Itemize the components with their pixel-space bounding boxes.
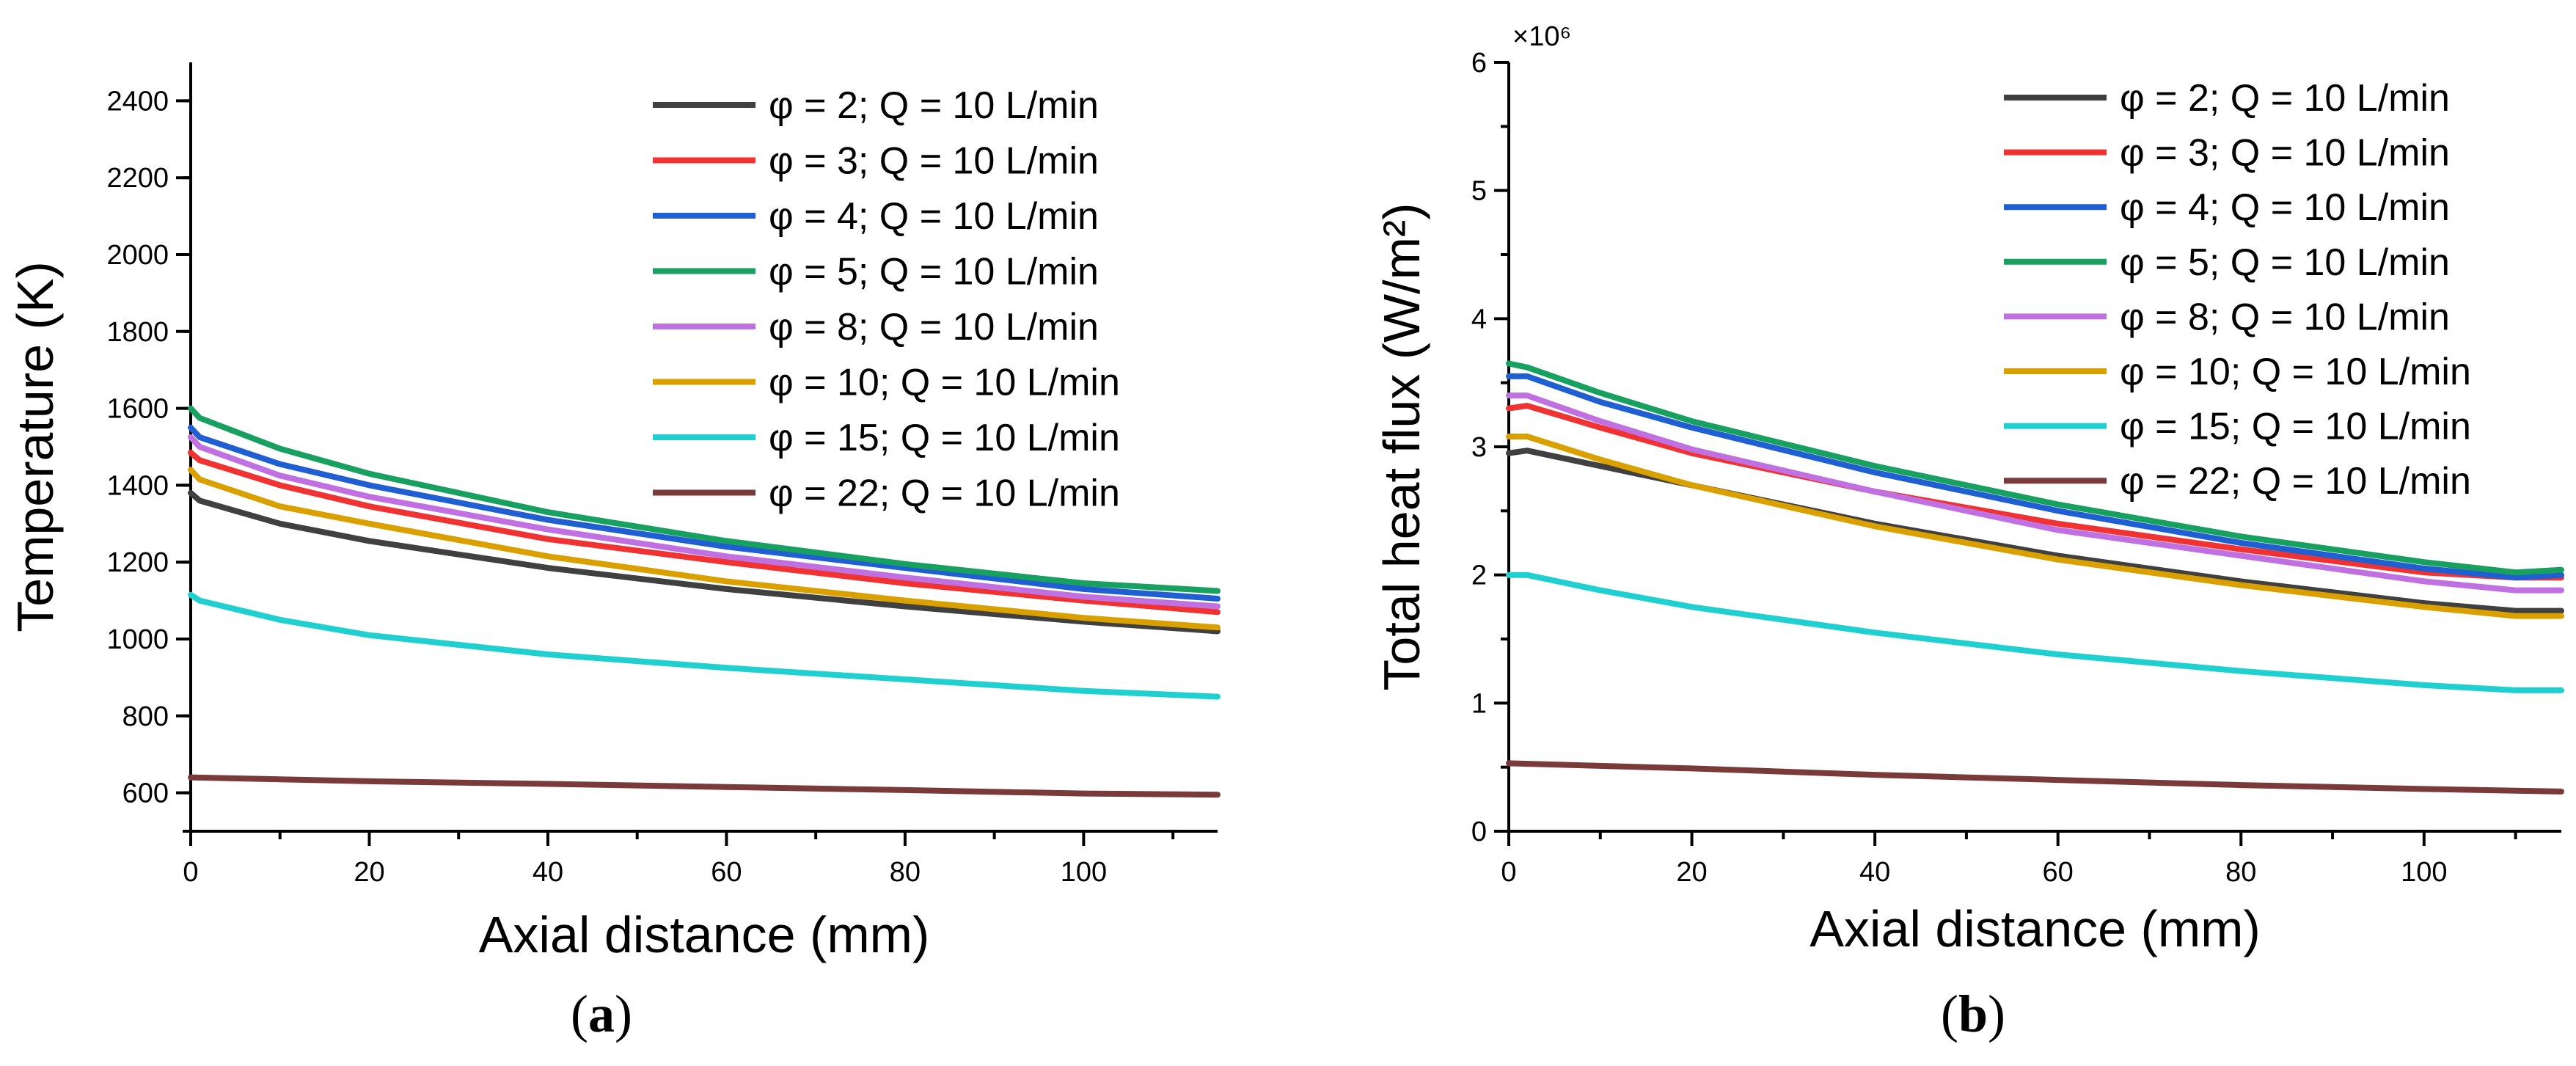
y-tick-label: 0 (1471, 817, 1487, 847)
y-tick-label: 1 (1471, 688, 1487, 719)
series-line (188, 591, 1221, 700)
legend-label: φ = 2; Q = 10 L/min (2120, 77, 2450, 120)
y-tick-label: 1000 (106, 624, 169, 655)
legend-label: φ = 15; Q = 10 L/min (769, 417, 1120, 459)
series-line (188, 424, 1221, 602)
legend-label: φ = 22; Q = 10 L/min (2120, 460, 2471, 503)
legend-label: φ = 3; Q = 10 L/min (769, 140, 1099, 183)
y-tick-label: 1800 (106, 317, 169, 348)
legend-label: φ = 4; Q = 10 L/min (769, 195, 1099, 238)
x-tick-label: 20 (1676, 857, 1707, 888)
x-tick-label: 100 (1061, 857, 1107, 888)
panel-label: (a) (571, 985, 632, 1043)
series-line (1506, 448, 2564, 614)
y-tick-label: 2200 (106, 163, 169, 194)
y-tick-label: 6 (1471, 48, 1487, 79)
legend-label: φ = 15; Q = 10 L/min (2120, 406, 2471, 448)
legend-label: φ = 4; Q = 10 L/min (2120, 186, 2450, 229)
x-tick-label: 20 (354, 857, 384, 888)
y-tick-label: 1200 (106, 547, 169, 578)
y-tick-label: 2400 (106, 86, 169, 117)
x-tick-label: 80 (890, 857, 921, 888)
chart-panel-a: 0 20 40 60 80 100 600 800 1000 1200 1400 1600 1800 20… (7, 62, 1221, 1043)
x-tick-label: 80 (2225, 857, 2256, 888)
y-axis-title: Temperature (K) (7, 261, 64, 632)
y-tick-label: 1400 (106, 470, 169, 501)
y-tick-label: 2000 (106, 240, 169, 271)
series-line (1506, 393, 2564, 594)
x-tick-label: 0 (183, 857, 198, 888)
y-multiplier-label: ×10⁶ (1512, 21, 1571, 52)
legend-label: φ = 5; Q = 10 L/min (2120, 241, 2450, 284)
legend-label: φ = 8; Q = 10 L/min (2120, 296, 2450, 338)
legend-label: φ = 3; Q = 10 L/min (2120, 132, 2450, 175)
chart-panel-b: 0 20 40 60 80 100 0 1 2 3 4 5 6 ×10⁶ φ = 2; Q = 10 L/m… (1373, 21, 2564, 1043)
panel-label: (b) (1941, 985, 2005, 1043)
legend-label: φ = 8; Q = 10 L/min (769, 306, 1099, 348)
series-line (1506, 360, 2564, 576)
y-tick-label: 2 (1471, 561, 1487, 591)
legend-label: φ = 10; Q = 10 L/min (769, 362, 1120, 404)
y-tick-label: 4 (1471, 304, 1487, 335)
legend-label: φ = 10; Q = 10 L/min (2120, 351, 2471, 393)
series-line (1506, 373, 2564, 581)
series-line (188, 434, 1221, 610)
x-axis-title: Axial distance (mm) (479, 906, 930, 963)
x-tick-label: 60 (2043, 857, 2074, 888)
series-line (1506, 572, 2564, 693)
legend-label: φ = 22; Q = 10 L/min (769, 472, 1120, 515)
x-tick-label: 60 (711, 857, 742, 888)
legend-label: φ = 5; Q = 10 L/min (769, 251, 1099, 293)
x-axis-title: Axial distance (mm) (1810, 900, 2261, 957)
series-line (188, 467, 1221, 631)
x-tick-label: 100 (2401, 857, 2447, 888)
y-tick-label: 5 (1471, 176, 1487, 207)
series-line (188, 449, 1221, 616)
x-tick-label: 0 (1501, 857, 1516, 888)
series-line (188, 774, 1221, 798)
series-line (188, 405, 1221, 594)
x-tick-label: 40 (1859, 857, 1890, 888)
y-axis-title: Total heat flux (W/m²) (1373, 202, 1430, 690)
x-tick-label: 40 (533, 857, 563, 888)
series-line (188, 489, 1221, 635)
y-tick-label: 3 (1471, 432, 1487, 463)
series-line (1506, 760, 2564, 795)
y-tick-label: 600 (122, 778, 169, 809)
y-tick-label: 800 (122, 701, 169, 732)
y-tick-label: 1600 (106, 394, 169, 425)
series-line (1506, 434, 2564, 619)
legend-label: φ = 2; Q = 10 L/min (769, 84, 1099, 127)
